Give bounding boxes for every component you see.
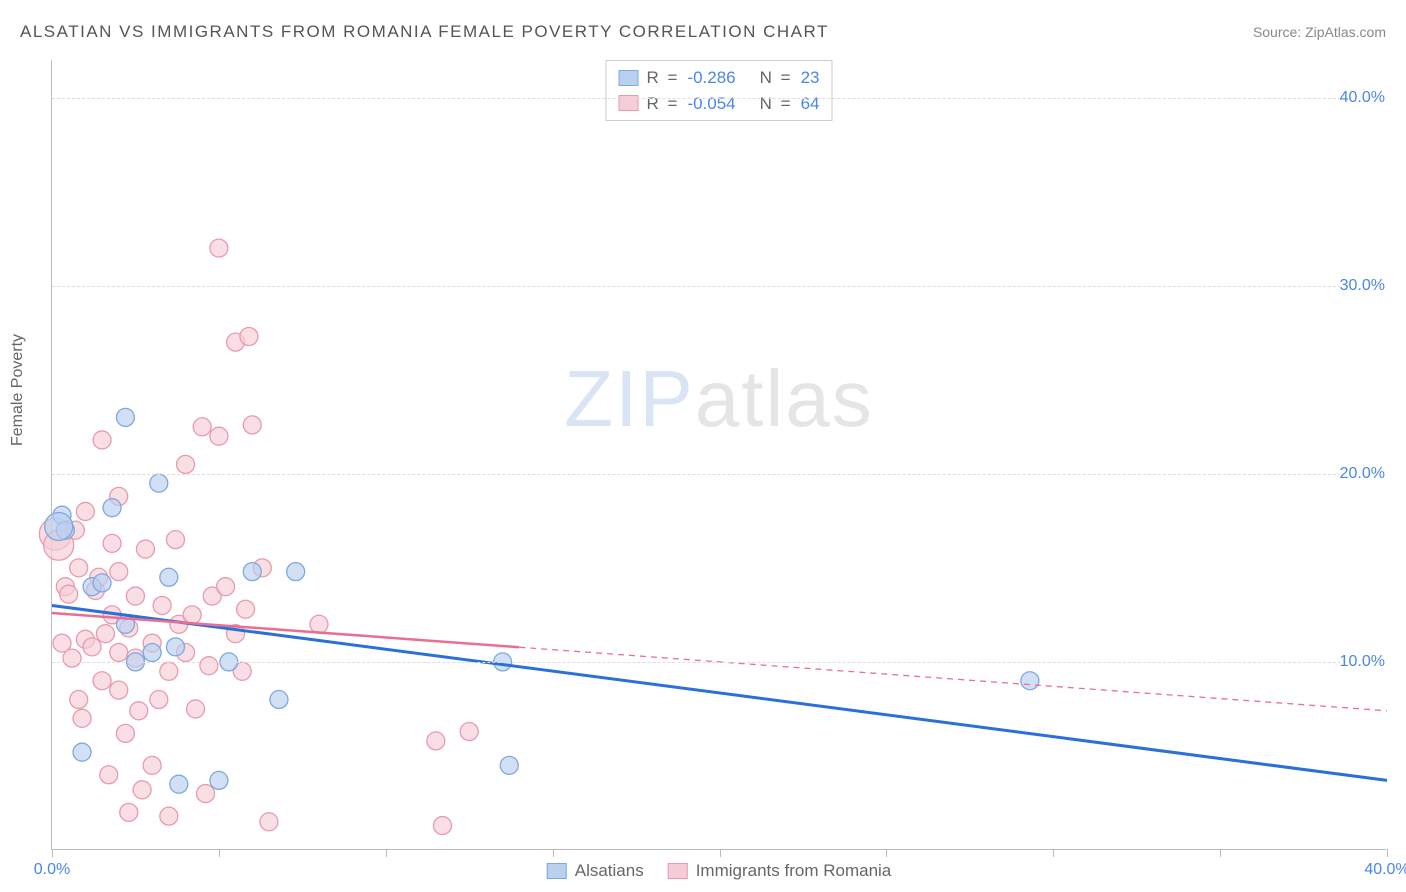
y-tick-label: 10.0% (1340, 653, 1387, 671)
x-tick (1220, 849, 1221, 857)
gridline (52, 98, 1386, 99)
stats-r-label-2: R = (647, 91, 680, 117)
stats-swatch-1 (619, 70, 639, 86)
stats-box: R = -0.286 N = 23 R = -0.054 N = 64 (606, 60, 833, 121)
x-tick (1053, 849, 1054, 857)
y-tick-label: 30.0% (1340, 277, 1387, 295)
legend-label-1: Alsatians (575, 861, 644, 881)
stats-n-label-1: N = (760, 65, 793, 91)
scatter-plot-svg (52, 60, 1386, 849)
x-tick (886, 849, 887, 857)
x-tick (52, 849, 53, 857)
legend-item-1: Alsatians (547, 861, 644, 881)
y-axis-label: Female Poverty (9, 334, 27, 446)
stats-r-value-1: -0.286 (687, 65, 735, 91)
x-tick (553, 849, 554, 857)
y-tick-label: 40.0% (1340, 89, 1387, 107)
stats-n-value-1: 23 (801, 65, 820, 91)
source-attribution: Source: ZipAtlas.com (1253, 24, 1386, 40)
stats-row-2: R = -0.054 N = 64 (619, 91, 820, 117)
y-tick-label: 20.0% (1340, 465, 1387, 483)
legend-item-2: Immigrants from Romania (668, 861, 892, 881)
x-tick (386, 849, 387, 857)
chart-title: ALSATIAN VS IMMIGRANTS FROM ROMANIA FEMA… (20, 22, 829, 42)
stats-n-label-2: N = (760, 91, 793, 117)
stats-n-value-2: 64 (801, 91, 820, 117)
bottom-legend: Alsatians Immigrants from Romania (547, 861, 892, 881)
x-tick (219, 849, 220, 857)
x-tick (1387, 849, 1388, 857)
legend-swatch-1 (547, 863, 567, 879)
x-tick (720, 849, 721, 857)
gridline (52, 662, 1386, 663)
stats-row-1: R = -0.286 N = 23 (619, 65, 820, 91)
x-tick-label: 0.0% (34, 861, 70, 879)
legend-label-2: Immigrants from Romania (696, 861, 892, 881)
stats-r-label-1: R = (647, 65, 680, 91)
stats-r-value-2: -0.054 (687, 91, 735, 117)
x-tick-label: 40.0% (1364, 861, 1406, 879)
gridline (52, 286, 1386, 287)
chart-plot-area: ZIPatlas R = -0.286 N = 23 R = -0.054 N … (51, 60, 1386, 850)
gridline (52, 474, 1386, 475)
legend-swatch-2 (668, 863, 688, 879)
